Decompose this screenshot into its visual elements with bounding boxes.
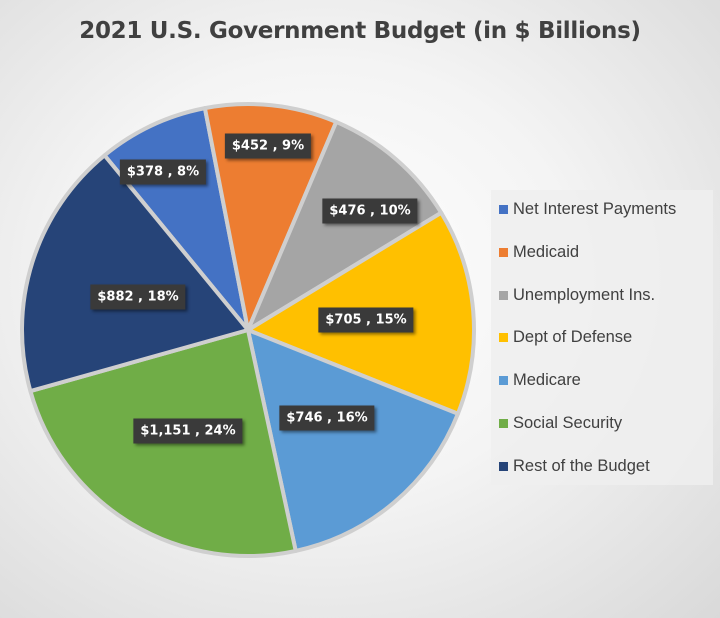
legend-item: Medicaid <box>499 243 579 262</box>
legend-label: Medicare <box>513 371 581 390</box>
data-label: $1,151 , 24% <box>133 418 243 444</box>
data-label: $746 , 16% <box>279 405 375 431</box>
legend-item: Unemployment Ins. <box>499 286 655 305</box>
legend-swatch <box>499 205 508 214</box>
data-label: $705 , 15% <box>318 307 414 333</box>
legend-label: Unemployment Ins. <box>513 285 656 304</box>
legend-item: Dept of Defense <box>499 328 632 347</box>
legend-label: Medicaid <box>513 242 580 261</box>
legend-label: Social Security <box>513 414 623 432</box>
legend-item: Social Security <box>499 414 622 433</box>
legend-swatch <box>499 290 508 300</box>
legend-label: Net Interest Payments <box>513 200 677 218</box>
legend-swatch <box>499 461 508 471</box>
legend-swatch <box>499 333 508 343</box>
data-label: $378 , 8% <box>119 159 207 185</box>
chart-title: 2021 U.S. Government Budget (in $ Billio… <box>79 18 641 44</box>
legend-item: Rest of the Budget <box>499 457 650 476</box>
pie-slice-medicare <box>246 328 460 553</box>
pie-slice-unemployment-ins- <box>246 119 444 332</box>
pie-slice-rest-of-the-budget <box>20 153 250 394</box>
pie-slice-medicaid <box>202 102 339 332</box>
legend-swatch <box>499 419 508 428</box>
data-label: $452 , 9% <box>224 133 312 159</box>
legend-label: Rest of the Budget <box>513 456 650 475</box>
legend-item: Medicare <box>499 371 581 390</box>
legend-swatch <box>499 247 508 257</box>
legend-swatch <box>499 376 508 386</box>
legend-item: Net Interest Payments <box>499 200 676 219</box>
data-label: $882 , 18% <box>90 284 186 310</box>
data-label: $476 , 10% <box>322 198 418 224</box>
legend-label: Dept of Defense <box>513 328 633 347</box>
legend: Net Interest Payments Medicaid Unemploymen… <box>491 190 713 485</box>
